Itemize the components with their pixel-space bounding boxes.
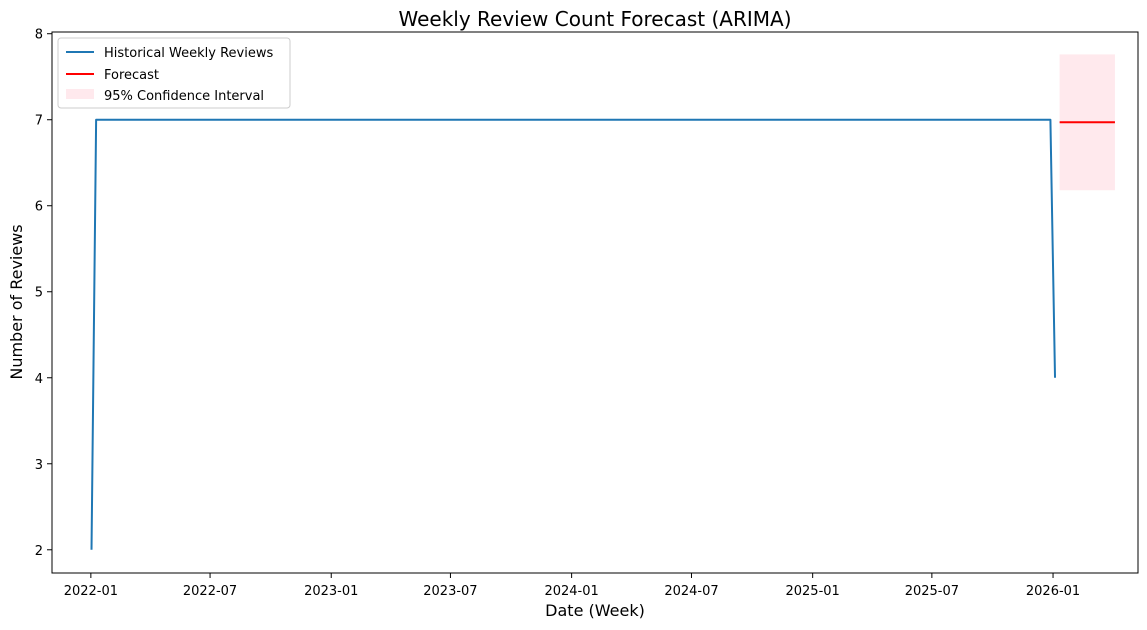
- legend: Historical Weekly Reviews Forecast 95% C…: [57, 37, 291, 109]
- y-tick-label: 2: [35, 544, 43, 559]
- y-tick-label: 5: [35, 286, 43, 301]
- x-tick-label: 2026-01: [1026, 584, 1080, 599]
- legend-forecast-label: Forecast: [104, 68, 159, 83]
- legend-ci-swatch: [66, 89, 94, 99]
- x-tick-label: 2022-07: [183, 584, 237, 599]
- x-tick-label: 2024-01: [544, 584, 598, 599]
- x-axis-label: Date (Week): [545, 601, 645, 620]
- y-tick-label: 3: [35, 458, 43, 473]
- plot-frame: [51, 31, 1139, 574]
- y-tick-label: 4: [35, 372, 43, 387]
- historical-series-line: [90, 118, 1057, 550]
- x-tick-label: 2023-01: [304, 584, 358, 599]
- y-tick-label: 8: [35, 28, 43, 43]
- y-tick-label: 6: [35, 200, 43, 215]
- legend-historical-label: Historical Weekly Reviews: [104, 46, 273, 61]
- legend-box: [57, 37, 291, 109]
- x-axis: 2022-01 2022-07 2023-01 2023-07 2024-01 2024-…: [64, 573, 1080, 599]
- legend-ci-label: 95% Confidence Interval: [104, 89, 264, 104]
- x-tick-label: 2022-01: [64, 584, 118, 599]
- y-tick-label: 7: [35, 114, 43, 129]
- x-tick-label: 2024-07: [664, 584, 718, 599]
- x-tick-label: 2023-07: [423, 584, 477, 599]
- y-axis-label: Number of Reviews: [7, 224, 26, 379]
- x-tick-label: 2025-07: [905, 584, 959, 599]
- x-tick-label: 2025-01: [785, 584, 839, 599]
- y-axis: 2 3 4 5 6 7 8: [35, 28, 52, 559]
- series-layer: [90, 118, 1115, 550]
- chart-title: Weekly Review Count Forecast (ARIMA): [398, 7, 791, 31]
